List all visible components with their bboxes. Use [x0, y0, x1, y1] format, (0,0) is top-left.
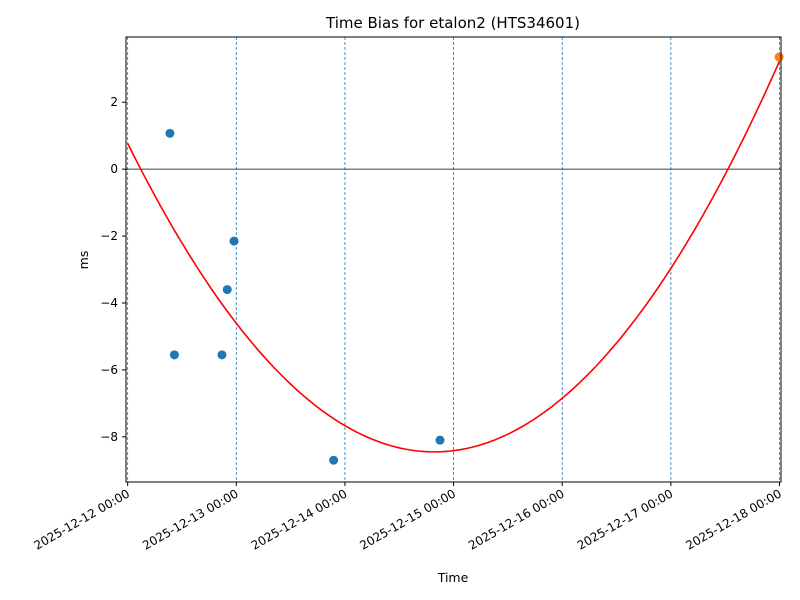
- y-tick-label: 0: [110, 162, 118, 176]
- y-axis-label: ms: [76, 251, 91, 270]
- y-tick-label: −8: [100, 430, 118, 444]
- latest-data-point: [774, 52, 784, 62]
- data-point: [435, 435, 445, 445]
- y-tick-label: −6: [100, 363, 118, 377]
- y-tick-label: −4: [100, 296, 118, 310]
- data-point: [165, 128, 175, 138]
- fit-curve: [126, 60, 781, 453]
- chart-title: Time Bias for etalon2 (HTS34601): [325, 14, 580, 32]
- data-point: [329, 455, 339, 465]
- data-point: [217, 350, 227, 360]
- x-axis-label: Time: [437, 570, 469, 585]
- y-tick-label: 2: [110, 95, 118, 109]
- data-point: [229, 236, 239, 246]
- data-point: [222, 285, 232, 295]
- plot-area: [126, 37, 784, 482]
- data-point: [169, 350, 179, 360]
- y-tick-label: −2: [100, 229, 118, 243]
